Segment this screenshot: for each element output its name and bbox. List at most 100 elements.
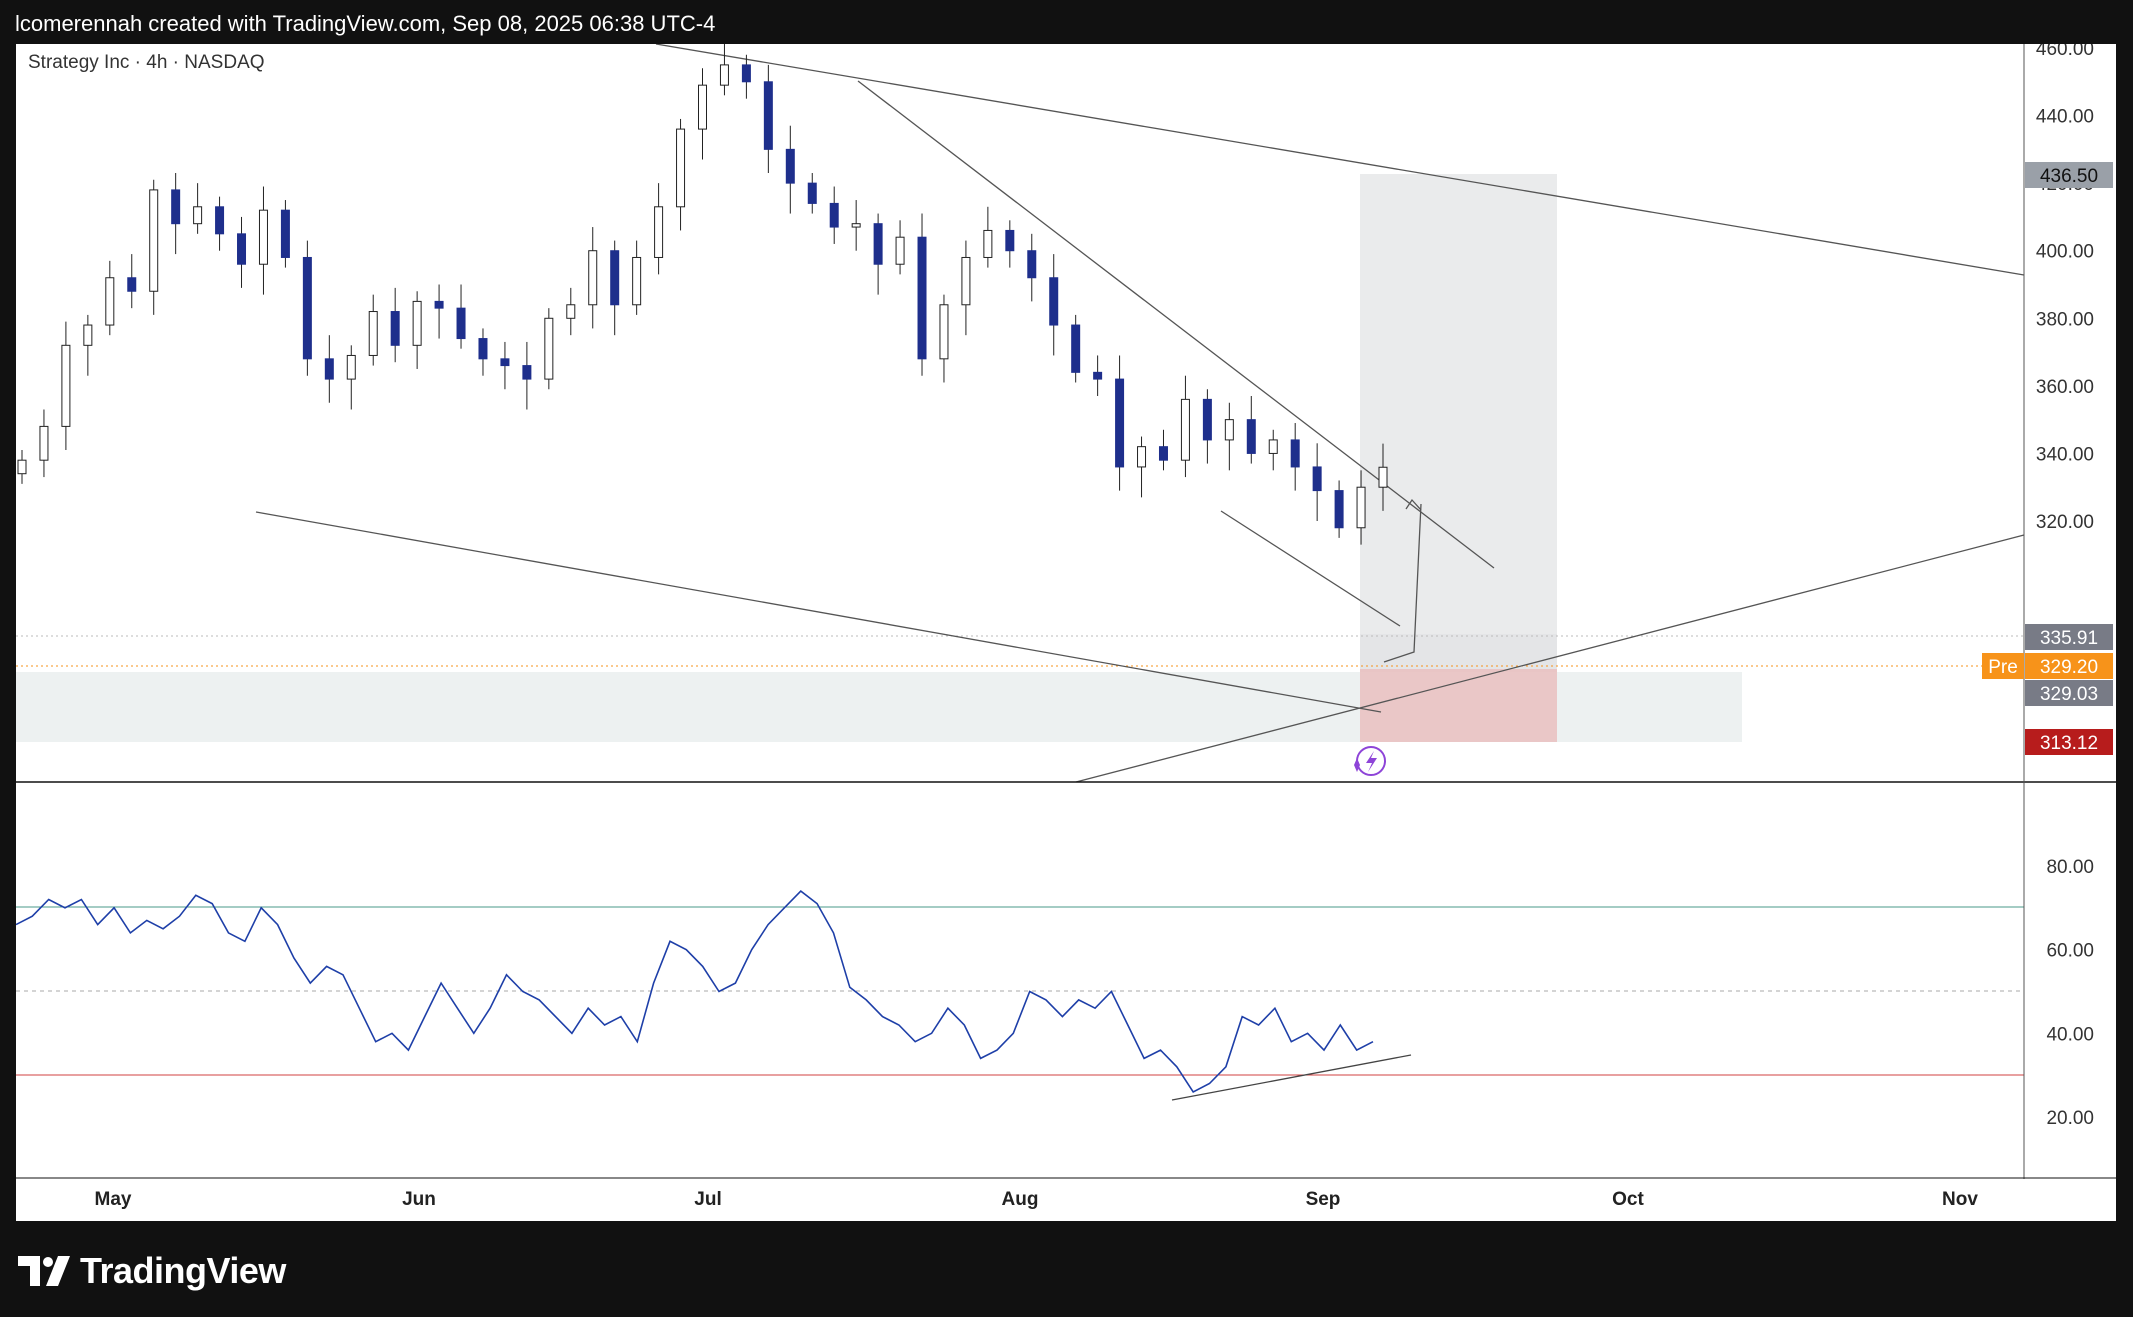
rsi-pane[interactable] <box>16 783 2024 1153</box>
tradingview-logo[interactable]: TradingView <box>18 1248 286 1294</box>
time-label-jun: Jun <box>402 1189 436 1210</box>
descending-resistance-line <box>857 80 1495 569</box>
candle-down <box>522 365 532 380</box>
candle-down <box>1334 490 1344 529</box>
candle-down <box>763 81 773 150</box>
candle-down <box>1202 398 1212 441</box>
price-tick-label: 380.00 <box>2036 309 2094 330</box>
ascending-support-line <box>1075 534 2025 783</box>
trendlines <box>255 44 2025 783</box>
main-pane[interactable] <box>16 44 2024 782</box>
event-lightning-icon[interactable] <box>1354 746 1386 776</box>
target-price-label: 436.50 <box>2040 166 2098 187</box>
candle-down <box>1049 277 1059 326</box>
candle-down <box>917 236 927 360</box>
candle-up <box>1224 419 1234 441</box>
candle-up <box>193 206 203 225</box>
projection-arrowhead <box>1405 498 1422 511</box>
candles <box>17 44 1388 545</box>
entry-price-tag <box>2025 680 2113 706</box>
candle-up <box>368 311 378 356</box>
candle-up <box>632 256 642 306</box>
rsi-line <box>16 890 1374 1093</box>
premarket-price-tag <box>2025 653 2113 679</box>
candle-down <box>1071 324 1081 373</box>
candle-down <box>280 209 290 258</box>
candle-up <box>961 256 971 306</box>
candle-down <box>1158 446 1168 461</box>
candle-up <box>588 250 598 306</box>
candle-up <box>1180 398 1190 461</box>
premarket-price-label: 329.20 <box>2040 657 2098 678</box>
candle-up <box>17 459 27 475</box>
candle-up <box>698 84 707 130</box>
candle-up <box>1268 439 1278 454</box>
chart-title: Strategy Inc · 4h · NASDAQ <box>28 52 265 73</box>
footer: TradingView <box>0 1222 2133 1317</box>
candle-down <box>785 148 795 184</box>
candle-up <box>895 236 905 265</box>
price-chart[interactable]: Strategy Inc · 4h · NASDAQ 460.00 440.00 4… <box>16 44 2116 1221</box>
tradingview-logo-icon <box>18 1256 70 1286</box>
chart-header: lcomerennah created with TradingView.com… <box>0 0 2133 48</box>
last-price-tag <box>2025 624 2113 650</box>
candle-down <box>500 358 510 367</box>
stop-price-tag <box>2025 729 2113 755</box>
candle-down <box>1027 250 1037 279</box>
candle-down <box>1246 419 1256 454</box>
candle-up <box>105 277 115 326</box>
premarket-prefix-tag <box>1982 653 2024 679</box>
candle-up <box>412 300 422 346</box>
time-label-jul: Jul <box>694 1189 721 1210</box>
stop-zone <box>1360 669 1557 742</box>
price-tick-label: 320.00 <box>2036 512 2094 533</box>
tradingview-logo-text: TradingView <box>80 1250 286 1291</box>
candle-down <box>237 233 247 265</box>
rsi-tick-label: 40.00 <box>2046 1024 2094 1045</box>
time-axis[interactable]: May Jun Jul Aug Sep Oct Nov <box>95 1189 1979 1210</box>
candle-down <box>741 64 751 83</box>
time-label-nov: Nov <box>1942 1189 1978 1210</box>
candle-up <box>676 128 686 208</box>
candle-up <box>1356 486 1366 529</box>
rsi-axis[interactable]: 80.00 60.00 40.00 20.00 <box>2046 857 2094 1129</box>
entry-zone <box>1360 634 1557 669</box>
candle-down <box>1312 466 1322 492</box>
projection-path <box>1383 503 1422 663</box>
stop-price-label: 313.12 <box>2040 733 2098 754</box>
price-tick-label: 340.00 <box>2036 444 2094 465</box>
target-zone <box>1360 174 1557 672</box>
candle-down <box>478 338 488 360</box>
candle-up <box>258 209 268 265</box>
candle-down <box>302 256 312 360</box>
price-axis[interactable]: 460.00440.00420.00400.00380.00360.00340.… <box>2036 44 2094 533</box>
candle-down <box>456 307 466 340</box>
candle-down <box>610 250 620 306</box>
candle-down <box>1005 229 1015 252</box>
candle-down <box>324 358 334 380</box>
candle-up <box>719 64 729 86</box>
candle-up <box>983 229 993 258</box>
candle-up <box>939 304 949 360</box>
price-tick-label: 440.00 <box>2036 107 2094 128</box>
lower-wedge-line <box>255 511 1382 713</box>
candle-up <box>654 206 664 258</box>
rsi-tick-label: 80.00 <box>2046 857 2094 878</box>
candle-up <box>1378 466 1388 488</box>
time-label-sep: Sep <box>1306 1189 1341 1210</box>
price-tick-label: 360.00 <box>2036 377 2094 398</box>
candle-up <box>61 344 71 427</box>
chart-frame[interactable]: Strategy Inc · 4h · NASDAQ 460.00 440.00 4… <box>15 43 2117 1222</box>
target-price-tag <box>2025 162 2113 188</box>
candle-down <box>1290 439 1300 468</box>
candle-up <box>83 324 93 346</box>
candle-up <box>39 425 49 461</box>
candle-up <box>544 317 554 380</box>
candle-down <box>127 277 137 292</box>
price-tick-label: 460.00 <box>2036 44 2094 60</box>
time-label-aug: Aug <box>1002 1189 1039 1210</box>
candle-down <box>390 311 400 346</box>
time-label-may: May <box>95 1189 132 1210</box>
candle-up <box>851 223 861 228</box>
candle-up <box>566 304 576 319</box>
